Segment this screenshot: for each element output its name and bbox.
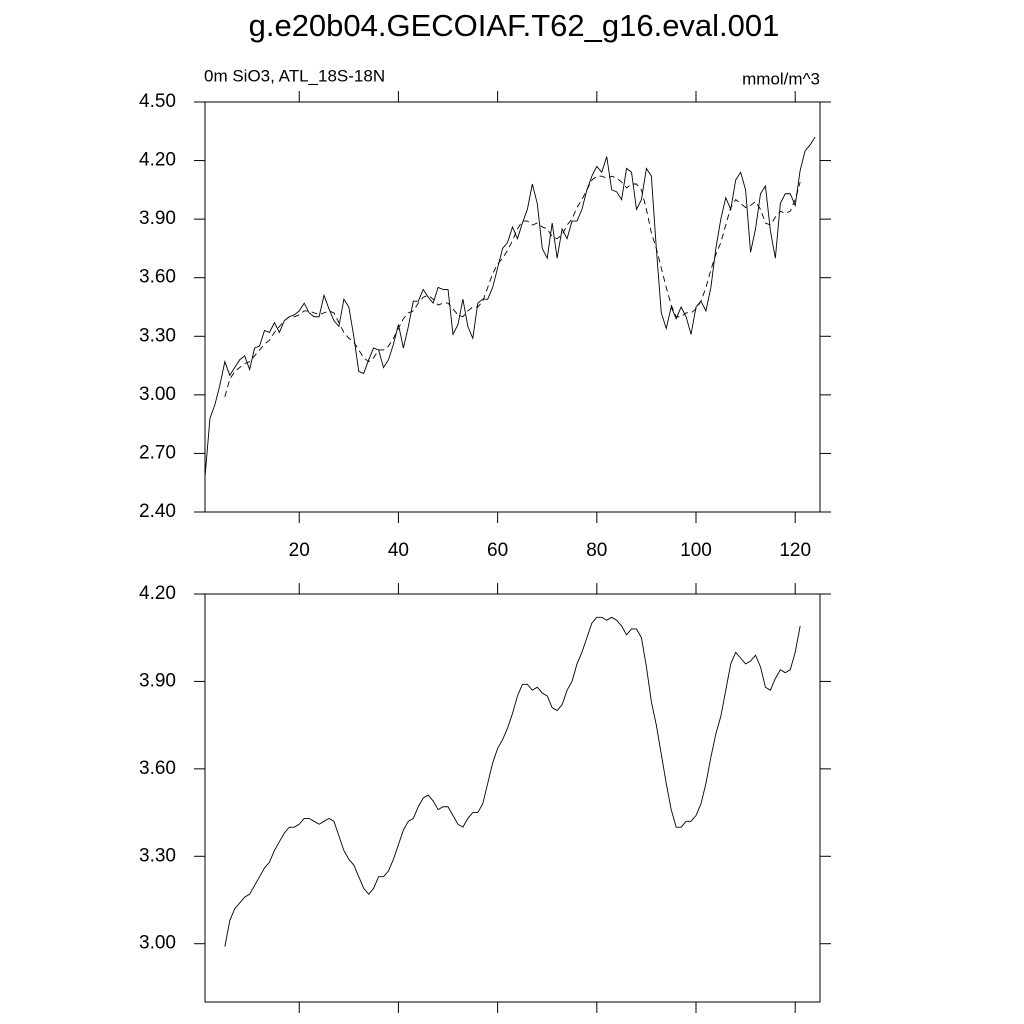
x-tick-label: 100 (680, 540, 712, 561)
y-tick-label: 3.60 (139, 267, 176, 288)
data-line (224, 175, 801, 397)
y-tick-label: 4.20 (139, 150, 176, 171)
plot-frame (204, 101, 821, 513)
chart-title: g.e20b04.GECOIAF.T62_g16.eval.001 (249, 8, 780, 43)
units-label: mmol/m^3 (742, 69, 820, 88)
y-tick-label: 3.90 (139, 208, 176, 229)
x-tick-label: 20 (289, 540, 310, 561)
y-tick-label: 3.00 (139, 933, 176, 954)
chart-subtitle: 0m SiO3, ATL_18S-18N (204, 66, 385, 85)
data-line (204, 136, 816, 477)
y-tick-label: 3.30 (139, 325, 176, 346)
y-tick-label: 2.40 (139, 501, 176, 522)
x-tick-label: 80 (586, 540, 607, 561)
y-tick-label: 4.20 (139, 583, 176, 604)
x-tick-label: 40 (388, 540, 409, 561)
y-tick-label: 3.30 (139, 845, 176, 866)
data-line (224, 616, 801, 947)
x-tick-label: 120 (779, 540, 811, 561)
y-tick-label: 3.90 (139, 670, 176, 691)
y-tick-label: 3.60 (139, 758, 176, 779)
plot-frame (204, 593, 821, 1003)
y-tick-label: 4.50 (139, 91, 176, 112)
y-tick-label: 3.00 (139, 384, 176, 405)
x-tick-label: 60 (487, 540, 508, 561)
y-tick-label: 2.70 (139, 442, 176, 463)
